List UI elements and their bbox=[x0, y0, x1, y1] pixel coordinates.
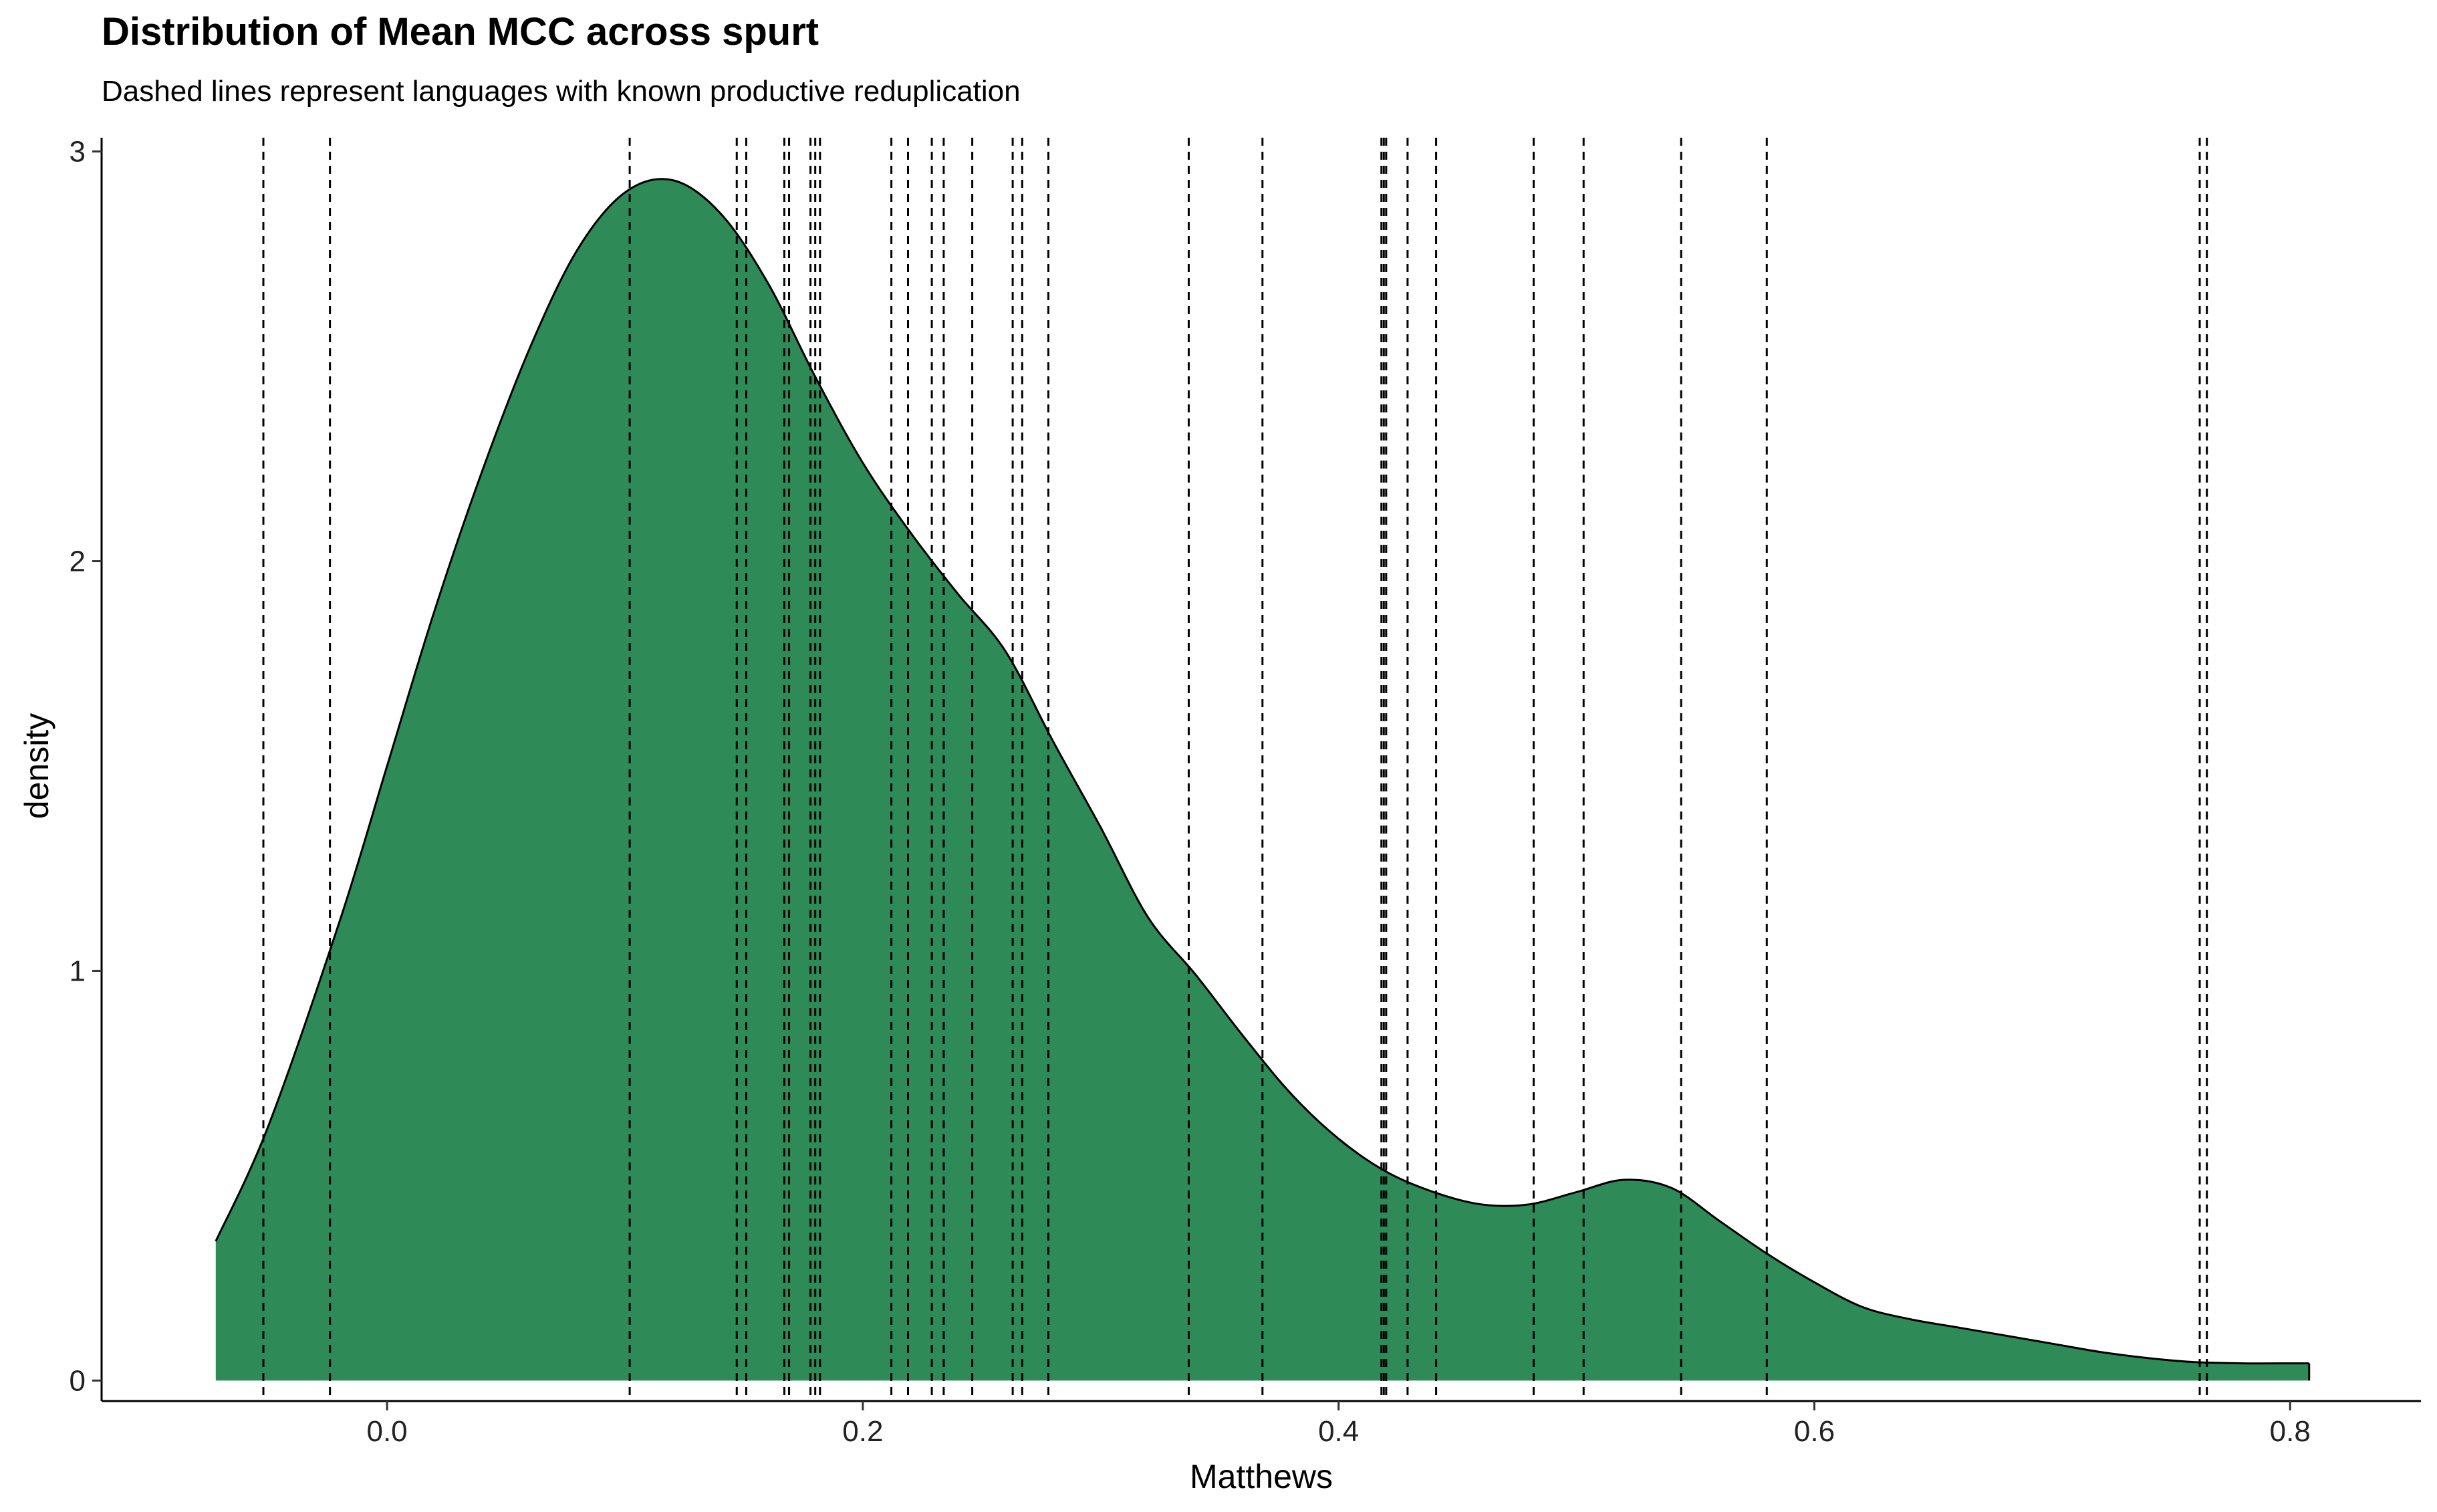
y-tick-label: 2 bbox=[70, 545, 86, 578]
y-tick-label: 3 bbox=[70, 136, 86, 168]
chart-title: Distribution of Mean MCC across spurt bbox=[102, 10, 819, 53]
x-tick-label: 0.6 bbox=[1794, 1415, 1835, 1448]
reduplication-lines bbox=[262, 138, 2208, 1401]
x-tick-label: 0.8 bbox=[2270, 1415, 2311, 1448]
x-axis-title: Matthews bbox=[1190, 1458, 1333, 1495]
chart-subtitle: Dashed lines represent languages with kn… bbox=[102, 75, 1021, 108]
density-layer bbox=[215, 178, 2311, 1381]
x-tick-label: 0.2 bbox=[842, 1415, 883, 1448]
density-curve bbox=[215, 178, 2309, 1365]
y-axis-title: density bbox=[18, 713, 55, 819]
x-tick-label: 0.0 bbox=[366, 1415, 407, 1448]
density-area bbox=[215, 178, 2309, 1381]
x-tick-label: 0.4 bbox=[1318, 1415, 1359, 1448]
y-tick-label: 0 bbox=[70, 1364, 86, 1397]
y-tick-label: 1 bbox=[70, 955, 86, 987]
axes: 0.0 0.2 0.4 0.6 0.8 0 1 2 3 Matthews density bbox=[18, 136, 2421, 1495]
